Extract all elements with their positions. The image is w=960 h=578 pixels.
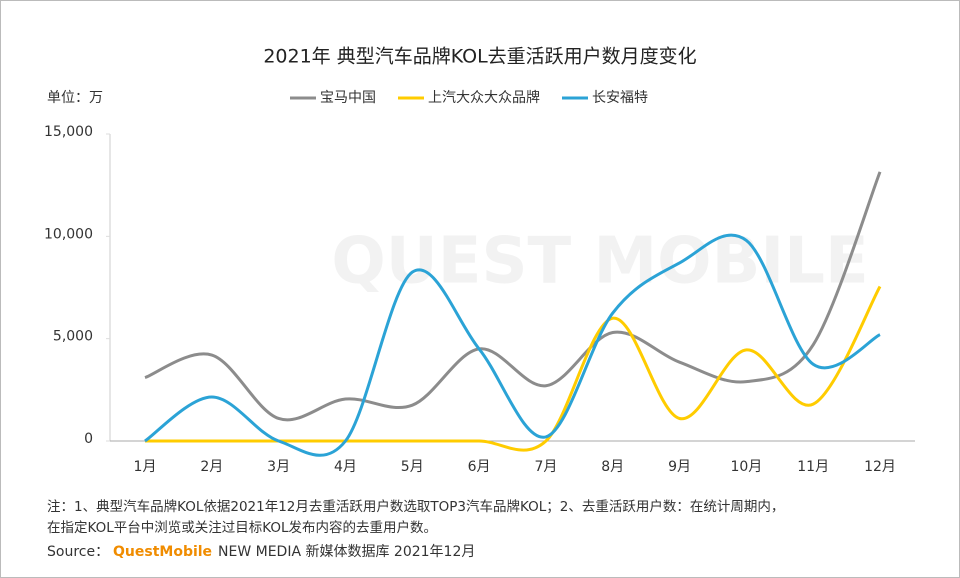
note: 注：1、典型汽车品牌KOL依据2021年12月去重活跃用户数选取TOP3汽车品牌… [47, 498, 784, 515]
y-tick-label: 0 [84, 431, 93, 447]
x-tick-label: 2月 [200, 459, 223, 475]
x-tick-label: 12月 [864, 459, 896, 475]
x-tick-label: 5月 [401, 459, 424, 475]
x-tick-label: 9月 [668, 459, 691, 475]
note: 在指定KOL平台中浏览或关注过目标KOL发布内容的去重用户数。 [47, 519, 437, 536]
x-tick-label: 8月 [601, 459, 624, 475]
x-tick-label: 11月 [797, 459, 829, 475]
legend-label: 长安福特 [592, 90, 648, 106]
x-tick-label: 1月 [134, 459, 157, 475]
x-tick-label: 10月 [730, 459, 762, 475]
unit-label: 单位：万 [47, 90, 103, 106]
x-tick-label: 7月 [534, 459, 557, 475]
series-line [144, 233, 881, 457]
y-tick-label: 15,000 [44, 124, 93, 140]
y-tick-label: 10,000 [44, 226, 93, 242]
legend-label: 上汽大众大众品牌 [428, 89, 540, 106]
source-rest: NEW MEDIA 新媒体数据库 2021年12月 [218, 544, 475, 560]
source-label: Source： [47, 544, 109, 560]
chart-title: 2021年 典型汽车品牌KOL去重活跃用户数月度变化 [263, 46, 696, 68]
y-tick-label: 5,000 [53, 329, 93, 345]
source-brand: QuestMobile [113, 544, 212, 560]
series-line [144, 171, 882, 422]
legend-label: 宝马中国 [320, 90, 376, 106]
x-tick-label: 6月 [468, 459, 491, 475]
x-tick-label: 3月 [267, 459, 290, 475]
watermark: QUEST MOBILE [331, 225, 868, 299]
x-tick-label: 4月 [334, 459, 357, 475]
